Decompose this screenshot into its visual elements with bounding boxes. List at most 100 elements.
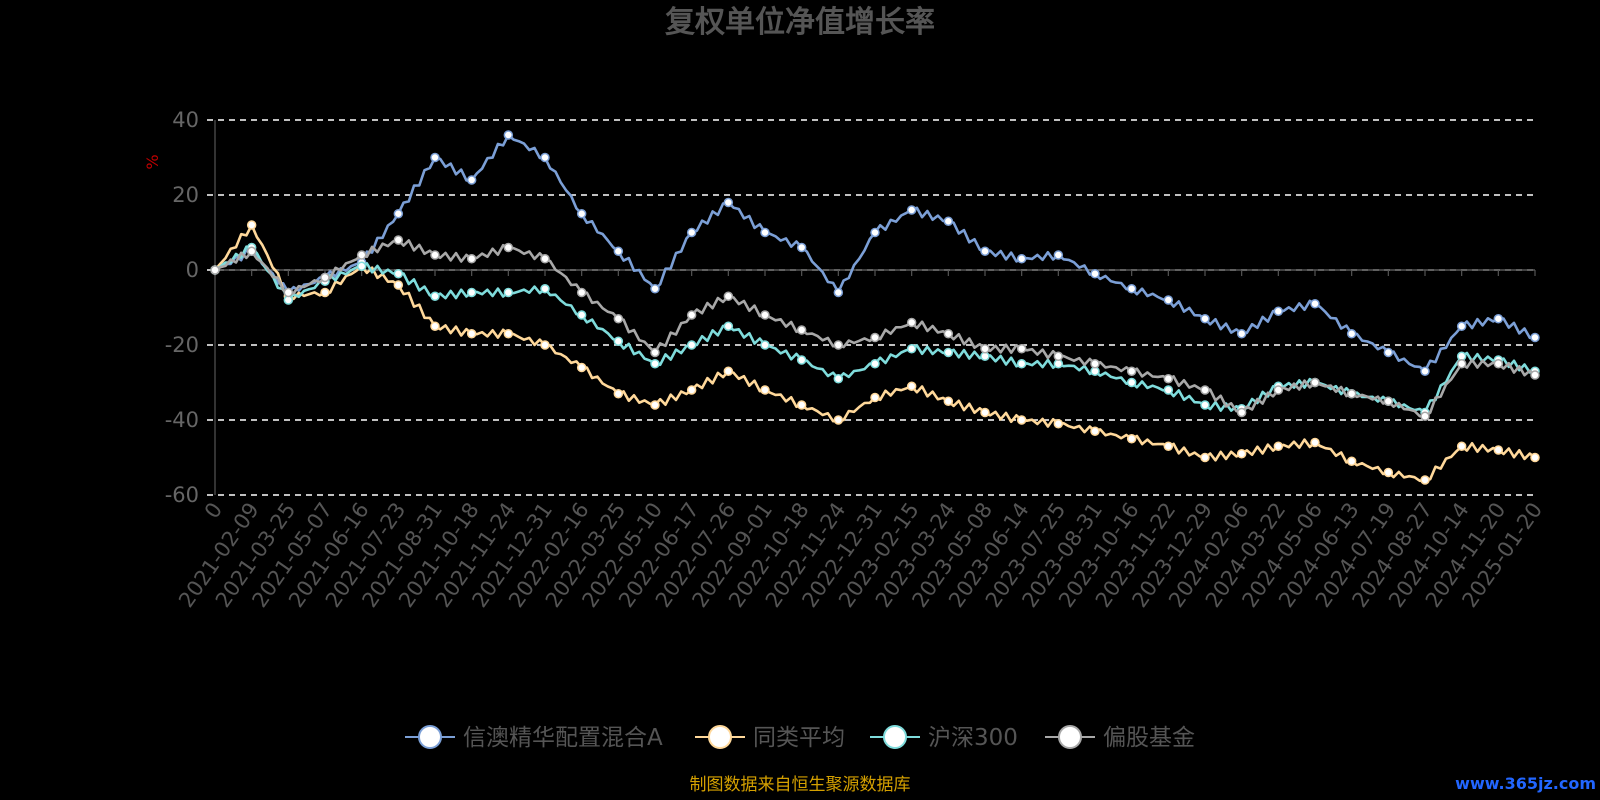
data-point: [980, 407, 990, 418]
data-point: [1383, 347, 1394, 358]
y-tick-label: 20: [172, 183, 199, 207]
data-point: [1053, 351, 1064, 361]
data-point: [1273, 306, 1284, 316]
data-point: [356, 250, 367, 260]
series-1: [210, 130, 1540, 376]
data-point: [540, 340, 550, 350]
data-point: [1420, 475, 1430, 485]
data-point: [833, 415, 844, 425]
data-point: [1420, 411, 1430, 421]
data-point: [760, 310, 770, 320]
legend-marker: [708, 725, 732, 749]
x-tick-label: 0: [200, 498, 227, 523]
data-point: [1493, 445, 1504, 455]
data-point: [1163, 295, 1174, 305]
data-point: [943, 347, 954, 358]
data-point: [1090, 359, 1100, 369]
data-point: [1016, 344, 1027, 354]
legend-label: 信澳精华配置混合A: [463, 725, 663, 751]
data-point: [1126, 284, 1137, 294]
data-point: [503, 242, 514, 253]
data-point: [723, 321, 734, 331]
data-point: [1346, 329, 1357, 339]
series-line: [214, 223, 1536, 483]
data-point: [1090, 269, 1100, 279]
legend-label: 偏股基金: [1103, 725, 1195, 751]
data-point: [1200, 400, 1210, 410]
data-point: [283, 287, 294, 298]
data-point: [1163, 385, 1174, 395]
series-line: [214, 238, 1536, 418]
data-point: [760, 340, 770, 350]
data-point: [613, 246, 624, 256]
data-point: [540, 152, 550, 163]
data-point: [1530, 332, 1540, 343]
data-point: [796, 325, 807, 335]
data-point: [1053, 419, 1064, 429]
data-point: [833, 287, 844, 298]
data-point: [1200, 452, 1210, 463]
data-point: [1016, 359, 1027, 369]
series-4: [210, 235, 1540, 421]
data-point: [430, 152, 440, 163]
data-point: [1346, 456, 1357, 466]
data-point: [466, 254, 477, 264]
data-point: [686, 227, 697, 238]
data-point: [1236, 449, 1247, 459]
data-point: [356, 261, 367, 271]
data-point: [393, 209, 404, 219]
data-point: [760, 385, 770, 395]
axis-layer: 40200-20-40-6002021-02-092021-03-252021-…: [165, 108, 1547, 612]
data-point: [576, 209, 587, 219]
y-tick-label: -60: [165, 483, 199, 507]
data-point: [723, 197, 734, 208]
data-point: [466, 287, 477, 298]
data-point: [686, 340, 697, 350]
data-point: [540, 284, 550, 294]
data-point: [466, 329, 477, 339]
data-point: [686, 310, 697, 320]
data-point: [650, 400, 660, 410]
data-point: [1126, 434, 1137, 444]
data-point: [870, 227, 880, 238]
data-point: [833, 374, 844, 384]
data-point: [1163, 374, 1174, 384]
data-point: [870, 359, 880, 369]
watermark: www.365jz.com: [1455, 774, 1596, 793]
legend-item-4: 偏股基金: [1045, 725, 1195, 751]
legend: 信澳精华配置混合A 同类平均 沪深300 偏股基金: [405, 725, 1195, 751]
data-point: [760, 227, 770, 238]
data-point: [246, 220, 257, 230]
data-point: [393, 280, 404, 290]
data-point: [906, 205, 917, 215]
data-point: [576, 310, 587, 320]
legend-item-1: 信澳精华配置混合A: [405, 725, 663, 751]
data-point: [943, 329, 954, 339]
data-point: [833, 340, 844, 350]
data-point: [723, 291, 734, 301]
data-point: [1310, 437, 1320, 448]
data-point: [1456, 359, 1467, 369]
data-point: [686, 385, 697, 395]
legend-label: 同类平均: [753, 725, 845, 751]
legend-marker: [883, 725, 907, 749]
data-point: [980, 344, 990, 354]
data-point: [1200, 314, 1210, 324]
data-point: [796, 242, 807, 253]
data-point: [503, 130, 514, 140]
data-point: [1200, 385, 1210, 395]
data-point: [576, 362, 587, 373]
data-point: [723, 366, 734, 376]
data-point: [943, 396, 954, 406]
data-point: [210, 265, 220, 275]
data-point: [650, 347, 660, 358]
data-point: [503, 287, 514, 298]
legend-label: 沪深300: [928, 725, 1018, 751]
data-point: [1530, 370, 1540, 380]
data-point: [1420, 366, 1430, 376]
data-point: [1346, 389, 1357, 399]
data-point: [320, 287, 330, 298]
data-point: [1310, 299, 1320, 309]
data-point: [503, 329, 514, 339]
data-point: [1126, 377, 1137, 388]
